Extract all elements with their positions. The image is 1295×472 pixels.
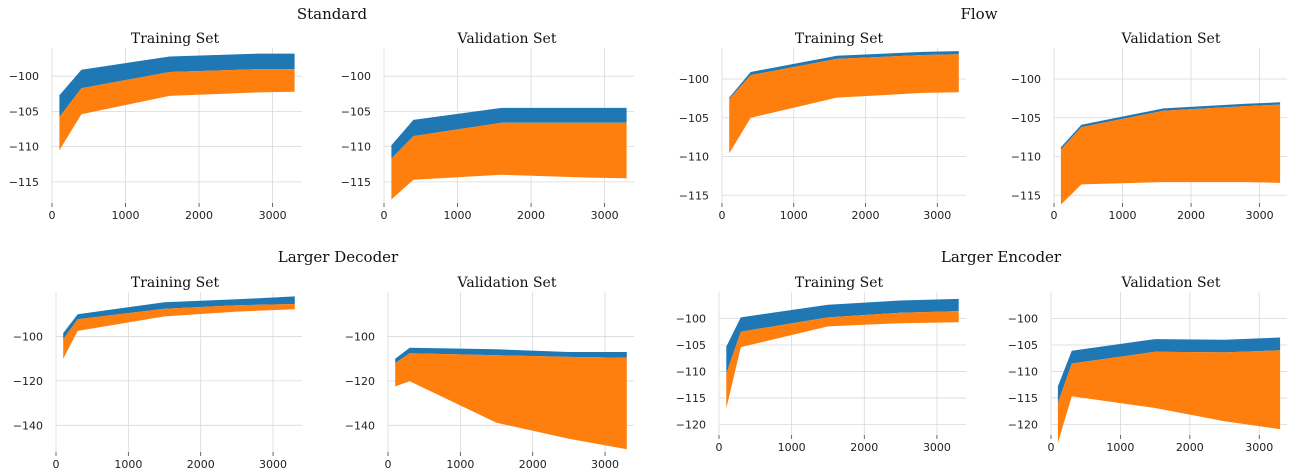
x-tick-label: 1000 bbox=[114, 458, 142, 471]
y-tick-label: −110 bbox=[676, 365, 706, 378]
subplot-7: Training Set −100 −105 −110 −115 −120 0 1000 200… bbox=[676, 275, 966, 454]
x-tick-label: 2000 bbox=[517, 209, 545, 222]
x-tick-label: 1000 bbox=[444, 209, 472, 222]
y-tick-label: −120 bbox=[1008, 418, 1038, 431]
x-tick-label: 1000 bbox=[778, 441, 806, 454]
x-tick-label: 1000 bbox=[780, 209, 808, 222]
x-tick-label: 3000 bbox=[259, 458, 287, 471]
y-tick-label: −115 bbox=[9, 176, 39, 189]
y-tick-label: −140 bbox=[13, 419, 43, 432]
y-tick-label: −120 bbox=[676, 418, 706, 431]
subplot-1: Training Set −100 −105 −110 −115 0 1000 2000 300… bbox=[9, 31, 302, 222]
y-tick-label: −100 bbox=[1011, 73, 1041, 86]
y-tick-label: −105 bbox=[676, 339, 706, 352]
band-inner bbox=[1061, 105, 1280, 205]
band-inner bbox=[391, 123, 626, 200]
y-tick-label: −100 bbox=[679, 73, 709, 86]
y-tick-label: −115 bbox=[1008, 392, 1038, 405]
x-tick-label: 3000 bbox=[1245, 441, 1273, 454]
y-tick-label: −100 bbox=[676, 312, 706, 325]
x-tick-label: 3000 bbox=[1246, 209, 1274, 222]
x-tick-label: 0 bbox=[53, 458, 60, 471]
subplot-6: Validation Set −100 −120 −140 0 1000 2000 3000 bbox=[345, 275, 634, 471]
subplot-4: Validation Set −100 −105 −110 −115 0 1000 2000 3… bbox=[1011, 31, 1287, 222]
y-tick-label: −120 bbox=[345, 375, 375, 388]
y-tick-label: −110 bbox=[679, 151, 709, 164]
x-tick-label: 3000 bbox=[923, 209, 951, 222]
y-tick-label: −115 bbox=[676, 392, 706, 405]
y-tick-label: −100 bbox=[341, 70, 371, 83]
y-tick-label: −105 bbox=[1011, 112, 1041, 125]
subplot-title: Validation Set bbox=[457, 275, 557, 291]
x-tick-label: 1000 bbox=[446, 458, 474, 471]
y-tick-label: −100 bbox=[345, 330, 375, 343]
x-tick-label: 0 bbox=[1051, 209, 1058, 222]
group-title: Standard bbox=[297, 5, 368, 23]
x-tick-label: 3000 bbox=[259, 209, 287, 222]
y-tick-label: −110 bbox=[9, 141, 39, 154]
subplot-title: Training Set bbox=[795, 275, 884, 291]
group-title: Larger Encoder bbox=[941, 248, 1062, 266]
subplot-title: Training Set bbox=[131, 275, 220, 291]
x-tick-label: 1000 bbox=[1106, 441, 1134, 454]
subplot-title: Validation Set bbox=[1121, 275, 1221, 291]
y-tick-label: −105 bbox=[679, 112, 709, 125]
subplot-title: Validation Set bbox=[457, 31, 557, 47]
y-tick-label: −115 bbox=[679, 189, 709, 202]
band-inner bbox=[729, 54, 959, 153]
x-tick-label: 0 bbox=[381, 209, 388, 222]
x-tick-label: 2000 bbox=[519, 458, 547, 471]
band-inner bbox=[1058, 350, 1280, 443]
x-tick-label: 2000 bbox=[1176, 441, 1204, 454]
x-tick-label: 2000 bbox=[187, 458, 215, 471]
group-title: Larger Decoder bbox=[278, 248, 399, 266]
x-tick-label: 2000 bbox=[850, 441, 878, 454]
x-tick-label: 2000 bbox=[852, 209, 880, 222]
x-tick-label: 1000 bbox=[112, 209, 140, 222]
y-tick-label: −140 bbox=[345, 419, 375, 432]
y-tick-label: −100 bbox=[13, 330, 43, 343]
subplot-3: Training Set −100 −105 −110 −115 0 1000 2000 300… bbox=[679, 31, 966, 222]
x-tick-label: 3000 bbox=[591, 209, 619, 222]
x-tick-label: 3000 bbox=[591, 458, 619, 471]
subplot-title: Validation Set bbox=[1121, 31, 1221, 47]
subplot-5: Training Set −100 −120 −140 0 1000 2000 3000 bbox=[13, 275, 302, 471]
y-tick-label: −110 bbox=[1008, 365, 1038, 378]
y-tick-label: −120 bbox=[13, 375, 43, 388]
y-tick-label: −110 bbox=[1011, 151, 1041, 164]
x-tick-label: 2000 bbox=[185, 209, 213, 222]
y-tick-label: −105 bbox=[1008, 339, 1038, 352]
group-title: Flow bbox=[960, 5, 997, 23]
x-tick-label: 0 bbox=[719, 209, 726, 222]
x-tick-label: 0 bbox=[49, 209, 56, 222]
x-tick-label: 2000 bbox=[1177, 209, 1205, 222]
y-tick-label: −115 bbox=[341, 176, 371, 189]
y-tick-label: −105 bbox=[341, 105, 371, 118]
band-inner bbox=[395, 353, 627, 449]
x-tick-label: 0 bbox=[716, 441, 723, 454]
x-tick-label: 0 bbox=[385, 458, 392, 471]
subplot-8: Validation Set −100 −105 −110 −115 −120 0 1000 2… bbox=[1008, 275, 1287, 454]
y-tick-label: −110 bbox=[341, 141, 371, 154]
y-tick-label: −100 bbox=[9, 70, 39, 83]
y-tick-label: −100 bbox=[1008, 312, 1038, 325]
y-tick-label: −115 bbox=[1011, 189, 1041, 202]
x-tick-label: 1000 bbox=[1109, 209, 1137, 222]
subplot-title: Training Set bbox=[131, 31, 220, 47]
x-tick-label: 3000 bbox=[923, 441, 951, 454]
subplot-2: Validation Set −100 −105 −110 −115 0 1000 2000 3… bbox=[341, 31, 634, 222]
subplot-title: Training Set bbox=[795, 31, 884, 47]
x-tick-label: 0 bbox=[1048, 441, 1055, 454]
y-tick-label: −105 bbox=[9, 105, 39, 118]
